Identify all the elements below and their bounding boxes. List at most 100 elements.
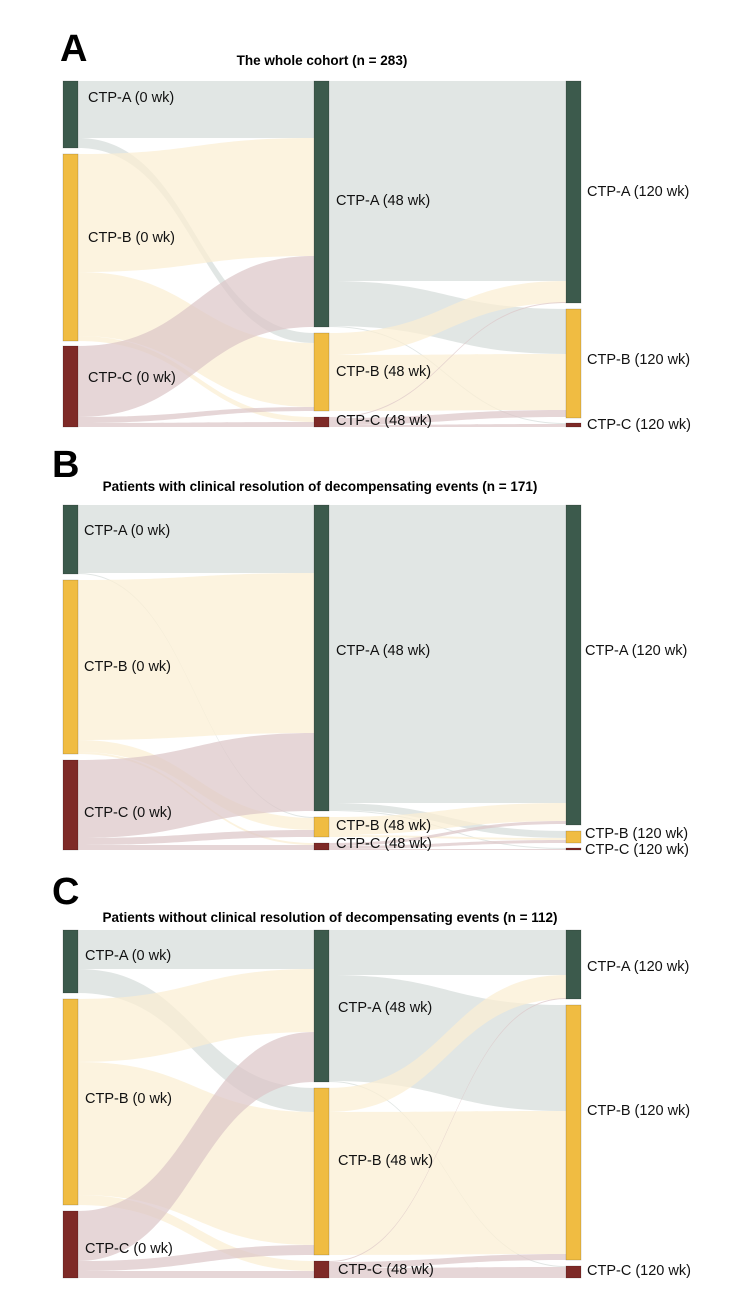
flow-links: [78, 505, 566, 850]
flow-link-ctp-b-to-ctp-a: [329, 803, 566, 835]
panel-title: Patients without clinical resolution of …: [103, 910, 558, 925]
panel-letter: C: [52, 871, 79, 913]
node-label: CTP-B (48 wk): [338, 1153, 433, 1169]
node-label: CTP-C (0 wk): [85, 1241, 173, 1257]
node-ctp-a-stage-0: [62, 504, 79, 575]
panel-title: The whole cohort (n = 283): [237, 53, 408, 68]
flow-link-ctp-b-to-ctp-c: [78, 336, 314, 422]
node-labels: CTP-A (0 wk) CTP-B (0 wk) CTP-C (0 wk) CTP-…: [84, 523, 689, 858]
panel-a: A The whole cohort (n = 283) CTP-A (0 wk…: [60, 28, 691, 433]
node-label: CTP-A (48 wk): [336, 193, 430, 209]
node-ctp-b-stage-2: [565, 308, 582, 419]
flow-link-ctp-a-to-ctp-a: [78, 505, 314, 573]
flow-link-ctp-c-to-ctp-c: [78, 845, 314, 850]
node-ctp-b-stage-2: [565, 830, 582, 844]
flow-link-ctp-a-to-ctp-c: [329, 810, 566, 849]
flow-link-ctp-b-to-ctp-a: [78, 138, 314, 272]
node-ctp-c-stage-0: [62, 1210, 79, 1279]
node-label: CTP-C (48 wk): [336, 836, 432, 852]
node-ctp-a-stage-1: [313, 80, 330, 328]
node-label: CTP-A (48 wk): [338, 1000, 432, 1016]
node-ctp-a-stage-2: [565, 504, 582, 826]
node-ctp-a-stage-1: [313, 929, 330, 1083]
node-label: CTP-B (120 wk): [587, 352, 690, 368]
node-labels: CTP-A (0 wk) CTP-B (0 wk) CTP-C (0 wk) CTP-…: [85, 948, 691, 1279]
node-label: CTP-B (48 wk): [336, 818, 431, 834]
flow-link-ctp-c-to-ctp-c: [329, 849, 566, 850]
panel-title: Patients with clinical resolution of dec…: [103, 479, 538, 494]
node-label: CTP-B (48 wk): [336, 364, 431, 380]
node-ctp-c-stage-1: [313, 842, 330, 851]
node-label: CTP-B (0 wk): [88, 230, 175, 246]
node-label: CTP-C (48 wk): [336, 413, 432, 429]
node-label: CTP-C (0 wk): [88, 370, 176, 386]
node-label: CTP-A (0 wk): [85, 948, 171, 964]
flow-link-ctp-a-to-ctp-a: [329, 81, 566, 281]
node-label: CTP-B (120 wk): [587, 1103, 690, 1119]
flow-link-ctp-c-to-ctp-b: [329, 1254, 566, 1268]
panel-letter: B: [52, 444, 79, 486]
node-label: CTP-B (120 wk): [585, 826, 688, 842]
node-ctp-a-stage-0: [62, 80, 79, 149]
stage-nodes: [62, 80, 582, 428]
node-label: CTP-C (120 wk): [587, 1263, 691, 1279]
flow-links: [78, 81, 566, 427]
node-ctp-a-stage-1: [313, 504, 330, 812]
stage-nodes: [62, 504, 582, 851]
flow-link-ctp-b-to-ctp-a: [78, 573, 314, 740]
node-label: CTP-B (0 wk): [84, 659, 171, 675]
flow-link-ctp-c-to-ctp-a: [329, 302, 566, 418]
flow-link-ctp-c-to-ctp-b: [78, 407, 314, 423]
flow-link-ctp-c-to-ctp-c: [78, 1271, 314, 1278]
node-label: CTP-B (0 wk): [85, 1091, 172, 1107]
node-label: CTP-A (0 wk): [84, 523, 170, 539]
node-label: CTP-A (0 wk): [88, 90, 174, 106]
node-ctp-a-stage-2: [565, 80, 582, 304]
flow-link-ctp-b-to-ctp-b: [329, 835, 566, 840]
node-ctp-b-stage-1: [313, 1087, 330, 1256]
flow-link-ctp-b-to-ctp-b: [329, 1111, 566, 1255]
node-ctp-a-stage-0: [62, 929, 79, 994]
node-ctp-c-stage-1: [313, 416, 330, 428]
node-label: CTP-C (120 wk): [587, 417, 691, 433]
flow-link-ctp-c-to-ctp-b: [78, 1245, 314, 1271]
node-ctp-b-stage-0: [62, 153, 79, 342]
flow-link-ctp-c-to-ctp-c: [329, 1267, 566, 1278]
flow-link-ctp-a-to-ctp-a: [78, 81, 314, 138]
node-ctp-b-stage-0: [62, 998, 79, 1206]
node-ctp-b-stage-2: [565, 1004, 582, 1261]
node-label: CTP-C (48 wk): [338, 1262, 434, 1278]
flow-link-ctp-c-to-ctp-a: [78, 1032, 314, 1261]
panel-letter: A: [60, 28, 87, 70]
node-labels: CTP-A (0 wk) CTP-B (0 wk) CTP-C (0 wk) CTP-…: [88, 90, 691, 433]
node-ctp-b-stage-0: [62, 579, 79, 755]
flow-link-ctp-b-to-ctp-c: [78, 1195, 314, 1271]
panel-b: B Patients with clinical resolution of d…: [52, 444, 689, 858]
panel-c: C Patients without clinical resolution o…: [52, 871, 691, 1279]
node-ctp-c-stage-2: [565, 422, 582, 428]
node-label: CTP-C (120 wk): [585, 842, 689, 858]
flow-link-ctp-c-to-ctp-b: [78, 830, 314, 845]
flow-link-ctp-b-to-ctp-a: [78, 969, 314, 1062]
flow-link-ctp-b-to-ctp-a: [329, 975, 566, 1112]
flow-link-ctp-b-to-ctp-b: [329, 354, 566, 411]
node-ctp-c-stage-2: [565, 847, 582, 851]
flow-links: [78, 930, 566, 1278]
node-ctp-b-stage-1: [313, 816, 330, 838]
node-label: CTP-A (48 wk): [336, 643, 430, 659]
node-ctp-b-stage-1: [313, 332, 330, 412]
node-label: CTP-A (120 wk): [587, 184, 689, 200]
stage-nodes: [62, 929, 582, 1279]
flow-link-ctp-c-to-ctp-c: [329, 424, 566, 427]
flow-link-ctp-b-to-ctp-a: [329, 281, 566, 355]
flow-link-ctp-a-to-ctp-a: [329, 505, 566, 803]
flow-link-ctp-c-to-ctp-a: [329, 998, 566, 1262]
flow-link-ctp-a-to-ctp-a: [329, 930, 566, 975]
node-label: CTP-A (120 wk): [585, 643, 687, 659]
node-ctp-c-stage-2: [565, 1265, 582, 1279]
node-ctp-c-stage-1: [313, 1260, 330, 1279]
node-ctp-a-stage-2: [565, 929, 582, 1000]
flow-link-ctp-c-to-ctp-c: [78, 422, 314, 427]
node-label: CTP-A (120 wk): [587, 959, 689, 975]
